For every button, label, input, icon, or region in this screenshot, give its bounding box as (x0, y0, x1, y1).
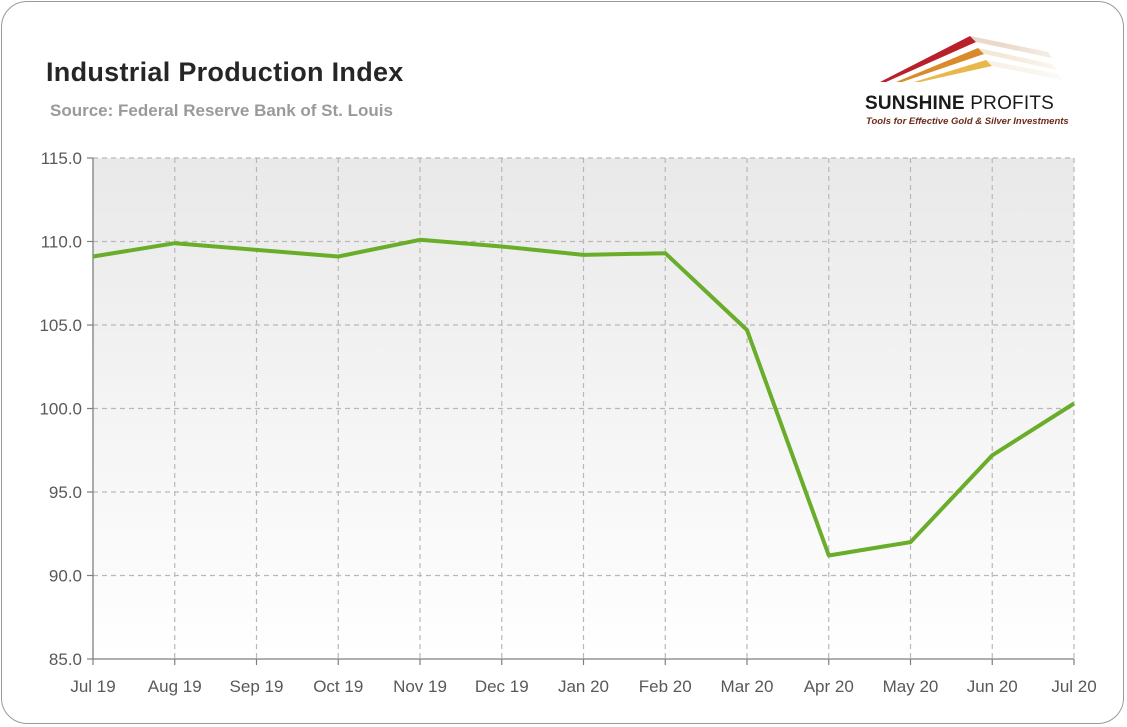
x-tick-label: Feb 20 (639, 677, 692, 696)
x-tick-label: Jan 20 (558, 677, 609, 696)
x-tick-label: Jun 20 (967, 677, 1018, 696)
series-group (92, 237, 1076, 558)
y-tick-label: 85.0 (49, 650, 82, 669)
chart-subtitle: Source: Federal Reserve Bank of St. Loui… (50, 101, 393, 120)
y-tick-label: 90.0 (49, 567, 82, 586)
x-tick-label: Jul 20 (1051, 677, 1096, 696)
y-tick-label: 95.0 (49, 483, 82, 502)
logo-name-light: PROFITS (964, 93, 1055, 114)
y-tick-label: 105.0 (39, 316, 82, 335)
x-tick-label: Apr 20 (804, 677, 854, 696)
x-tick-label: Aug 19 (148, 677, 202, 696)
axes (87, 157, 1075, 665)
x-tick-label: Mar 20 (721, 677, 774, 696)
y-tick-label: 115.0 (41, 149, 82, 168)
series-line (92, 237, 1076, 558)
x-tick-label: Oct 19 (313, 677, 363, 696)
logo-tagline: Tools for Effective Gold & Silver Invest… (866, 116, 1069, 127)
logo-name: SUNSHINE PROFITS (865, 93, 1054, 115)
logo-name-bold: SUNSHINE (865, 93, 965, 114)
chart-title: Industrial Production Index (46, 57, 404, 87)
y-tick-label: 110.0 (41, 233, 82, 252)
y-tick-label: 100.0 (39, 400, 82, 419)
y-axis-ticks: 115.0 110.0 105.0 100.0 95.0 90.0 85.0 (39, 149, 82, 669)
x-tick-label: May 20 (883, 677, 939, 696)
x-tick-label: Nov 19 (393, 677, 447, 696)
sunshine-profits-logo (880, 28, 1092, 88)
x-tick-label: Sep 19 (230, 677, 284, 696)
x-tick-label: Dec 19 (475, 677, 529, 696)
x-axis-ticks: Jul 19 Aug 19 Sep 19 Oct 19 Nov 19 Dec 19 Jan … (70, 677, 1096, 696)
x-tick-label: Jul 19 (70, 677, 115, 696)
